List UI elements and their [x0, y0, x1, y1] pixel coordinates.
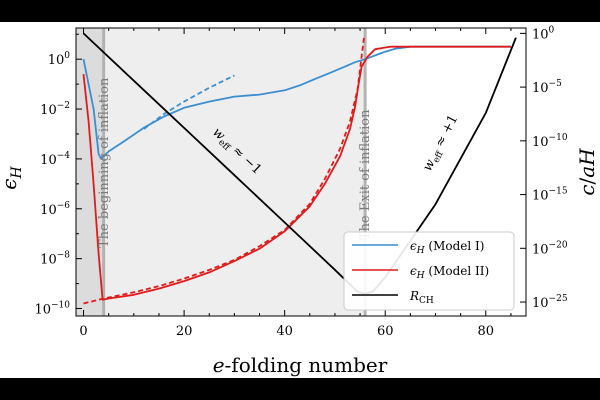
shaded-region-1	[103, 28, 366, 316]
series-line-2	[82, 45, 511, 301]
y-right-label-c: c	[575, 184, 599, 195]
y-left-label-eps: ϵ	[0, 179, 21, 190]
x-tick-label-2: 40	[276, 324, 293, 339]
legend-label-model1: ϵH (Model I)	[410, 239, 484, 256]
y-left-tick-label-4: 10−8	[40, 251, 70, 268]
leg1-sub: H	[416, 246, 425, 256]
y-left-tick-label-2: 10−4	[40, 151, 70, 168]
y-right-tick-exp-4: −20	[549, 240, 568, 250]
y-left-tick-exp-1: −2	[57, 101, 70, 111]
y-right-tick-base-0: 10	[532, 27, 549, 42]
y-left-tick-base-3: 10	[40, 203, 57, 218]
y-left-tick-base-2: 10	[40, 153, 57, 168]
y-right-label-aH: aH	[575, 148, 599, 178]
legend-label-rch: RCH	[409, 289, 434, 306]
y-left-label-sub: H	[9, 166, 25, 180]
y-left-tick-exp-3: −6	[57, 201, 71, 211]
beginning-of-inflation-label: The beginning of inflation	[97, 77, 112, 248]
bottom-black-band	[0, 378, 600, 400]
leg3-sub: CH	[419, 296, 434, 306]
y-left-tick-base-1: 10	[40, 103, 57, 118]
x-tick-label-4: 80	[478, 324, 495, 339]
y-right-tick-base-3: 10	[532, 189, 549, 204]
legend-label-model2: ϵH (Model II)	[410, 264, 489, 281]
y-left-tick-exp-5: −10	[51, 301, 70, 311]
leg2-suffix: (Model II)	[425, 264, 490, 278]
y-right-tick-exp-1: −5	[549, 79, 563, 89]
x-axis-label: e-folding number	[213, 353, 388, 377]
y-right-tick-base-4: 10	[532, 242, 549, 257]
y-right-tick-label-3: 10−15	[532, 187, 568, 204]
legend-box	[343, 231, 515, 311]
leg3-sym: R	[409, 289, 419, 303]
y-left-tick-base-5: 10	[34, 303, 51, 318]
y-left-tick-exp-2: −4	[57, 151, 71, 161]
series-line-1	[143, 74, 235, 130]
y-left-tick-base-4: 10	[40, 253, 57, 268]
plot-frame	[75, 27, 527, 317]
y-left-tick-label-5: 10−10	[34, 301, 70, 318]
ann2-sub: eff	[431, 149, 446, 165]
series-line-3	[83, 36, 365, 305]
leg2-sub: H	[416, 271, 425, 281]
y-right-axis-label: c/aH	[575, 148, 599, 196]
y-right-tick-base-5: 10	[532, 296, 549, 311]
y-right-tick-exp-2: −10	[549, 133, 568, 143]
y-right-tick-base-2: 10	[532, 135, 549, 150]
leg2-sym: ϵ	[410, 264, 417, 278]
y-right-tick-label-2: 10−10	[532, 133, 568, 150]
y-right-tick-label-0: 100	[532, 25, 555, 42]
y-right-tick-exp-3: −15	[549, 187, 568, 197]
y-left-tick-exp-0: 0	[64, 51, 70, 61]
x-axis-label-rest: -folding number	[225, 353, 388, 377]
top-black-band	[0, 0, 600, 22]
y-right-tick-exp-5: −25	[549, 294, 568, 304]
x-tick-label-0: 0	[79, 324, 87, 339]
leg1-suffix: (Model I)	[425, 239, 485, 253]
y-right-tick-label-4: 10−20	[532, 240, 568, 257]
x-tick-label-3: 60	[377, 324, 394, 339]
y-left-tick-label-3: 10−6	[40, 201, 70, 218]
y-right-tick-label-1: 10−5	[532, 79, 562, 96]
x-axis-label-e: e	[213, 353, 225, 377]
y-left-axis-label: ϵH	[0, 166, 25, 190]
y-right-tick-label-5: 10−25	[532, 294, 568, 311]
exit-of-inflation-label: The Exit of inflation	[358, 109, 373, 240]
y-right-label-slash: /	[575, 177, 599, 184]
y-right-tick-exp-0: 0	[549, 25, 555, 35]
y-left-tick-exp-4: −8	[57, 251, 71, 261]
x-tick-label-1: 20	[176, 324, 193, 339]
y-right-tick-base-1: 10	[532, 81, 549, 96]
y-left-tick-label-0: 100	[48, 51, 71, 68]
leg1-sym: ϵ	[410, 239, 417, 253]
y-left-tick-label-1: 10−2	[40, 101, 70, 118]
legend: ϵH (Model I) ϵH (Model II) RCH	[343, 231, 515, 311]
y-left-tick-base-0: 10	[48, 53, 65, 68]
